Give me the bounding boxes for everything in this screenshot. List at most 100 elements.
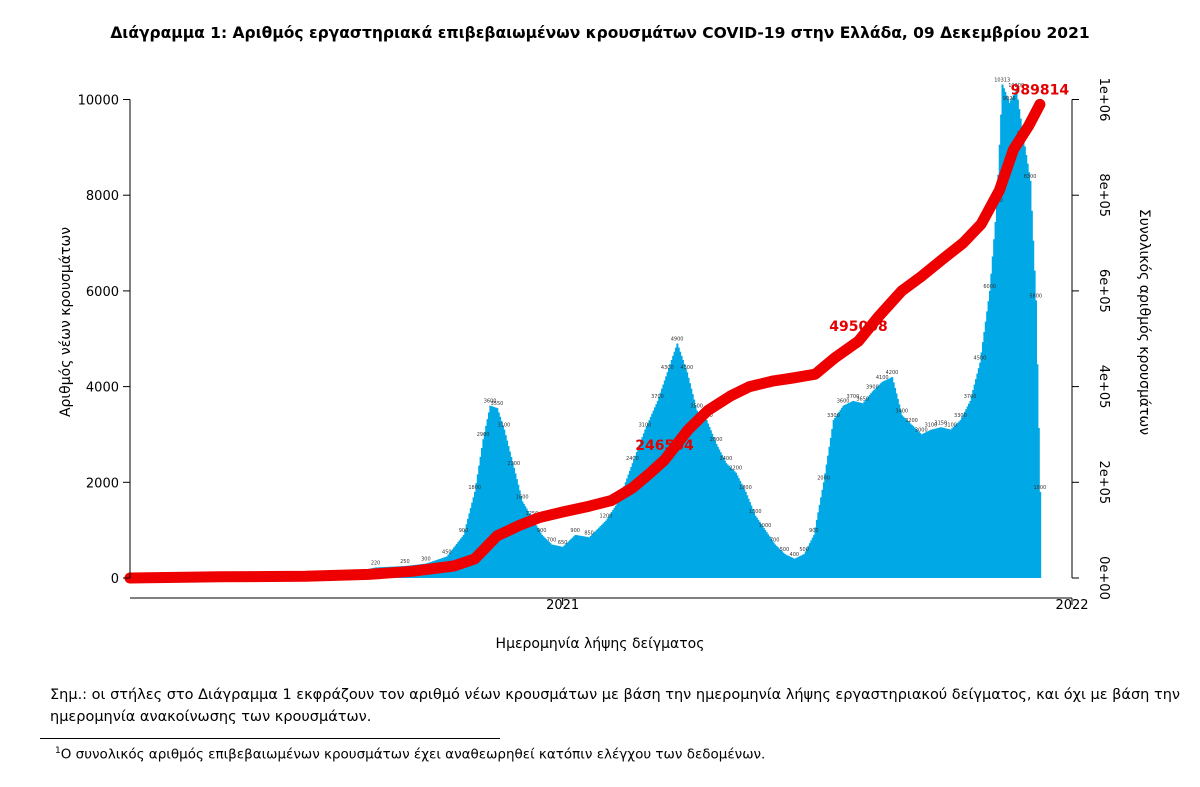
daily-cases-bar: [889, 377, 892, 578]
bar-value-label: 220: [371, 561, 381, 567]
daily-cases-bar: [941, 427, 944, 578]
daily-cases-bar: [814, 527, 817, 578]
bar-value-label: 4500: [974, 356, 987, 362]
daily-cases-bar: [732, 469, 735, 578]
daily-cases-bar: [870, 393, 873, 578]
bar-value-labels: 220 250 3004509001800290036003550310023001…: [371, 78, 1046, 567]
daily-cases-bar: [698, 413, 701, 578]
daily-cases-bar: [718, 449, 721, 578]
daily-cases-bar: [619, 497, 622, 578]
bar-value-label: 4900: [671, 337, 684, 343]
daily-cases-bar: [631, 463, 634, 578]
daily-cases-bar: [652, 410, 655, 578]
daily-cases-bar: [817, 512, 820, 578]
daily-cases-bar: [468, 513, 471, 578]
daily-cases-bar: [981, 342, 984, 578]
covid-cases-chart: 220 250 3004509001800290036003550310023001…: [58, 78, 1152, 653]
daily-cases-bar: [506, 440, 509, 578]
daily-cases-bar: [744, 491, 747, 578]
bar-value-label: 6000: [983, 284, 996, 290]
daily-cases-bar: [1011, 97, 1014, 578]
daily-cases-bar: [589, 535, 592, 578]
daily-cases-bar: [617, 501, 620, 578]
daily-cases-bar: [1028, 172, 1031, 579]
daily-cases-bar: [687, 377, 690, 578]
daily-cases-bar: [976, 373, 979, 578]
daily-cases-bar: [670, 359, 673, 578]
bar-value-label: 4100: [876, 375, 889, 381]
daily-cases-bar: [902, 416, 905, 578]
daily-cases-bar: [1021, 128, 1024, 578]
daily-cases-bar: [951, 428, 954, 578]
daily-cases-bar: [649, 416, 652, 578]
daily-cases-bar: [873, 390, 876, 578]
daily-cases-bar: [725, 463, 728, 578]
bar-value-label: 5800: [1029, 294, 1042, 300]
daily-cases-bar: [507, 446, 510, 578]
daily-cases-bar: [722, 457, 725, 578]
daily-cases-bar: [733, 471, 736, 578]
daily-cases-bar: [986, 311, 989, 578]
daily-cases-bar: [861, 403, 864, 578]
daily-cases-bar: [882, 381, 885, 578]
daily-cases-bar: [616, 503, 619, 578]
y-tick-label: 4000: [86, 381, 119, 396]
daily-cases-bar: [913, 427, 916, 578]
daily-cases-bar: [878, 384, 881, 578]
daily-cases-bar: [785, 554, 788, 578]
cumulative-annotations: 246504 495008 989814: [635, 82, 1069, 454]
daily-cases-bar: [750, 505, 753, 578]
daily-cases-bar: [493, 407, 496, 578]
daily-cases-bar: [1022, 137, 1025, 578]
daily-cases-bar: [490, 406, 493, 578]
daily-cases-bar: [848, 403, 851, 578]
daily-cases-bar: [588, 537, 591, 578]
y-tick-label: 10000: [78, 93, 119, 108]
daily-cases-bar: [919, 433, 922, 578]
daily-cases-bar: [719, 452, 722, 578]
daily-cases-bar: [969, 400, 972, 578]
daily-cases-bar: [730, 468, 733, 578]
footnote: 1Ο συνολικός αριθμός επιβεβαιωμένων κρου…: [55, 746, 765, 763]
daily-cases-bar: [500, 421, 503, 578]
daily-cases-bar: [679, 351, 682, 578]
daily-cases-bar: [602, 523, 605, 578]
daily-cases-bar: [715, 444, 718, 578]
daily-cases-bar: [771, 540, 774, 578]
bar-value-label: 2000: [817, 475, 830, 481]
daily-cases-bar: [864, 399, 867, 578]
daily-cases-bar: [726, 464, 729, 578]
daily-cases-bar: [1039, 491, 1042, 578]
daily-cases-bar: [591, 534, 594, 578]
daily-cases-bar: [707, 423, 710, 578]
daily-cases-bar: [821, 489, 824, 578]
daily-cases-bar: [739, 480, 742, 578]
daily-cases-bar: [686, 372, 689, 578]
daily-cases-bar: [866, 398, 869, 578]
daily-cases-bar: [884, 380, 887, 578]
daily-cases-bar: [931, 429, 934, 578]
daily-cases-bar: [778, 548, 781, 578]
daily-cases-bar: [885, 379, 888, 578]
daily-cases-bar: [521, 501, 524, 578]
footnote-divider: [40, 738, 500, 739]
daily-cases-bar: [673, 351, 676, 578]
bar-value-label: 3700: [964, 394, 977, 400]
bar-value-label: 3600: [484, 399, 497, 405]
daily-cases-bar: [603, 521, 606, 578]
daily-cases-bar: [552, 544, 555, 578]
daily-cases-bar: [483, 432, 486, 578]
daily-cases-bar: [485, 425, 488, 578]
daily-cases-bar: [1036, 364, 1039, 578]
cumulative-annotation: 989814: [1011, 82, 1070, 98]
daily-cases-bar: [683, 364, 686, 578]
bar-value-label: 400: [790, 552, 800, 558]
daily-cases-bar: [792, 558, 795, 578]
daily-cases-bar: [550, 544, 553, 578]
daily-cases-bar: [743, 489, 746, 578]
daily-cases-bar: [580, 535, 583, 578]
daily-cases-bar: [930, 429, 933, 578]
daily-cases-bar: [1008, 103, 1011, 578]
daily-cases-bar: [489, 405, 492, 578]
daily-cases-bar: [909, 423, 912, 578]
